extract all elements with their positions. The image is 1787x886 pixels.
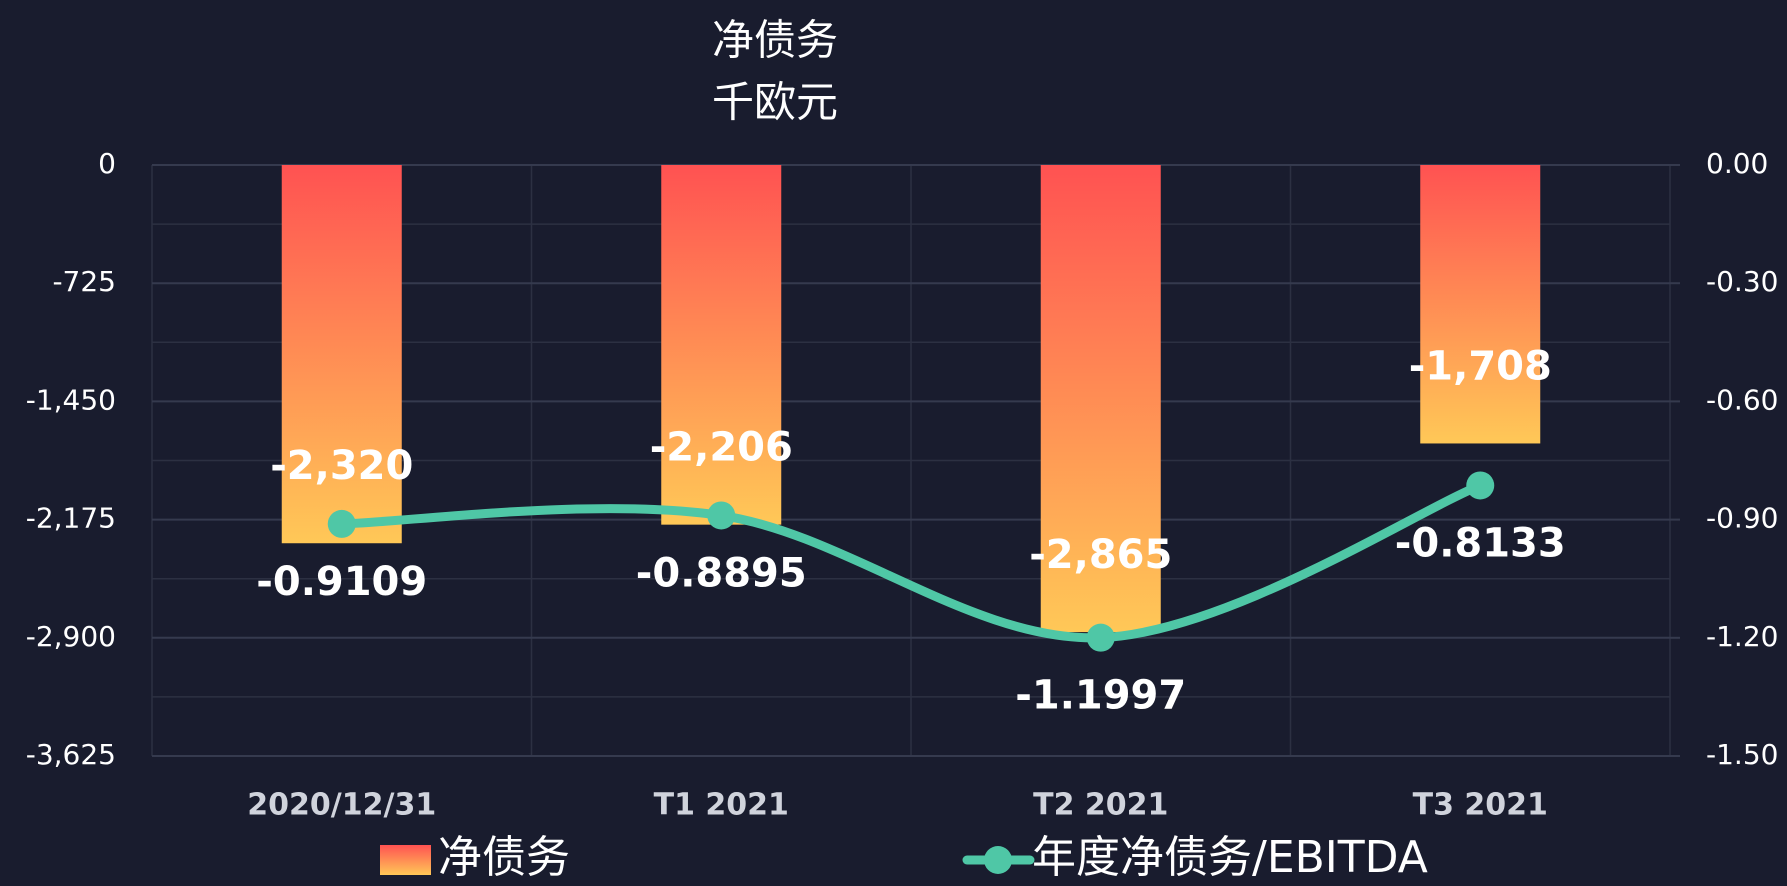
x-tick-label: T1 2021 bbox=[654, 788, 789, 823]
x-tick-label: 2020/12/31 bbox=[247, 788, 436, 823]
line-point bbox=[1086, 623, 1115, 652]
y-tick-label: -725 bbox=[52, 265, 116, 298]
line-value-label: -0.8133 bbox=[1395, 520, 1566, 566]
bar-value-label: -1,708 bbox=[1409, 343, 1552, 389]
line bbox=[341, 481, 1482, 643]
y2-tick-label: -1.20 bbox=[1706, 620, 1778, 653]
chart-subtitle: 千欧元 bbox=[712, 78, 838, 127]
bar bbox=[1040, 165, 1161, 633]
x-tick-label: T3 2021 bbox=[1413, 788, 1548, 823]
bar bbox=[661, 165, 782, 525]
legend-marker bbox=[984, 846, 1012, 874]
y2-tick-label: 0.00 bbox=[1706, 147, 1768, 180]
bar-value-label: -2,865 bbox=[1029, 532, 1172, 578]
y-tick-label: -1,450 bbox=[26, 383, 116, 416]
y-tick-label: -2,175 bbox=[26, 502, 116, 535]
line-value-label: -0.9109 bbox=[256, 559, 427, 605]
y2-tick-label: -0.30 bbox=[1706, 265, 1778, 298]
y-tick-label: -2,900 bbox=[26, 620, 116, 653]
line-point bbox=[1466, 471, 1495, 500]
y-tick-label: 0 bbox=[98, 147, 116, 180]
bar bbox=[1420, 165, 1541, 444]
y2-tick-label: -0.90 bbox=[1706, 502, 1778, 535]
line-value-label: -0.8895 bbox=[636, 550, 807, 596]
bar-value-label: -2,320 bbox=[270, 443, 413, 489]
y2-tick-label: -0.60 bbox=[1706, 383, 1778, 416]
legend-swatch bbox=[380, 845, 431, 875]
line-value-label: -1.1997 bbox=[1015, 673, 1186, 719]
bar bbox=[281, 165, 402, 544]
chart-title: 净债务 bbox=[712, 16, 838, 65]
y2-tick-label: -1.50 bbox=[1706, 738, 1778, 771]
line-point bbox=[327, 509, 356, 538]
y-tick-label: -3,625 bbox=[26, 738, 116, 771]
line-point bbox=[707, 501, 736, 530]
legend-label: 年度净债务/EBITDA bbox=[1032, 832, 1428, 883]
x-tick-label: T2 2021 bbox=[1033, 788, 1168, 823]
bar-value-label: -2,206 bbox=[650, 425, 793, 471]
legend-label: 净债务 bbox=[438, 832, 570, 883]
